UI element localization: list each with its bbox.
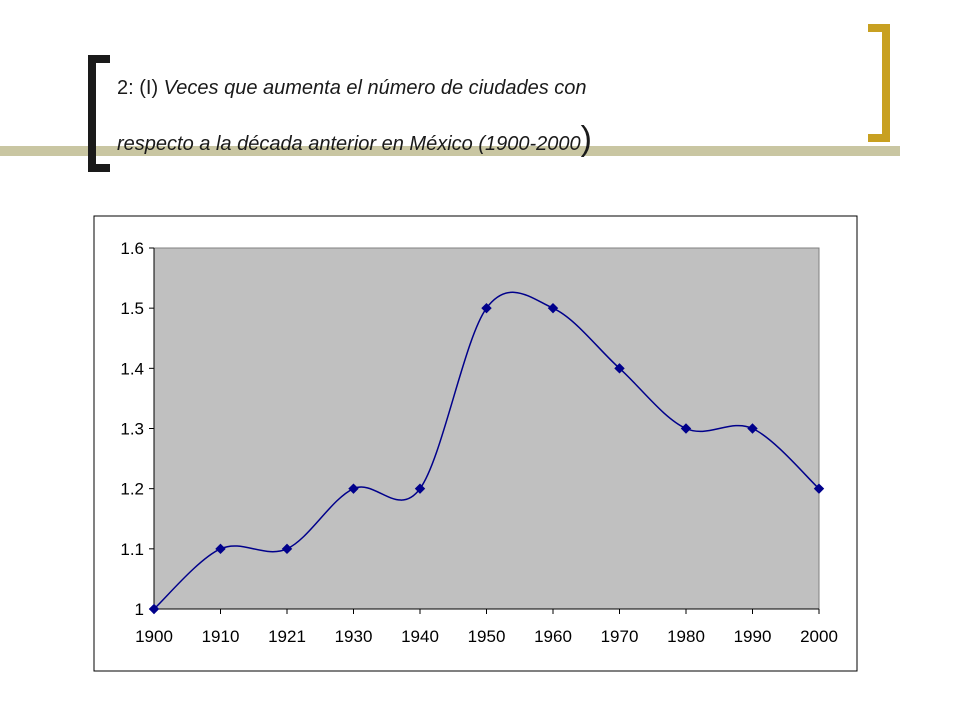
left-bracket-decoration xyxy=(88,55,110,172)
x-tick-label: 1980 xyxy=(667,627,705,646)
y-tick-label: 1.6 xyxy=(120,239,144,258)
x-tick-label: 1940 xyxy=(401,627,439,646)
series-line xyxy=(153,291,820,610)
title-prefix: 2: (I) xyxy=(117,77,164,99)
data-point-marker xyxy=(747,423,758,434)
x-tick-label: 2000 xyxy=(800,627,838,646)
data-point-marker xyxy=(481,302,492,314)
x-tick-label: 1970 xyxy=(601,627,639,646)
data-point-marker xyxy=(614,363,625,374)
data-point-marker xyxy=(215,543,226,555)
data-point-marker xyxy=(680,423,692,434)
data-point-marker xyxy=(547,302,559,314)
x-tick-label: 1930 xyxy=(335,627,373,646)
y-axis: 1 1.1 1.2 1.3 1.4 1.5 1.6 xyxy=(120,239,155,619)
title-closing-paren: ) xyxy=(580,120,592,158)
y-tick-label: 1.4 xyxy=(120,359,144,378)
x-tick-label: 1921 xyxy=(268,627,306,646)
x-axis: 1900 1910 1921 1930 1940 1950 1960 1970 1980 1990… xyxy=(135,608,838,646)
right-bracket-decoration xyxy=(868,24,890,142)
data-point-marker xyxy=(414,483,426,494)
x-tick-label: 1900 xyxy=(135,627,173,646)
y-tick-label: 1 xyxy=(135,600,144,619)
data-point-marker xyxy=(348,483,359,494)
y-tick-label: 1.5 xyxy=(120,299,144,318)
y-tick-label: 1.1 xyxy=(120,540,144,559)
title-line-2: respecto a la década anterior en México … xyxy=(117,133,581,155)
data-point-marker xyxy=(281,543,293,555)
series-markers xyxy=(148,302,825,615)
x-tick-label: 1910 xyxy=(202,627,240,646)
y-tick-label: 1.2 xyxy=(120,480,144,499)
data-point-marker xyxy=(813,483,825,494)
slide-title: 2: (I) Veces que aumenta el número de ci… xyxy=(117,60,857,172)
x-tick-label: 1990 xyxy=(734,627,772,646)
data-point-marker xyxy=(148,603,160,615)
x-tick-label: 1960 xyxy=(534,627,572,646)
header-bar xyxy=(0,146,900,156)
y-tick-label: 1.3 xyxy=(120,420,144,439)
title-line-1: Veces que aumenta el número de ciudades … xyxy=(163,77,587,99)
x-tick-label: 1950 xyxy=(468,627,506,646)
